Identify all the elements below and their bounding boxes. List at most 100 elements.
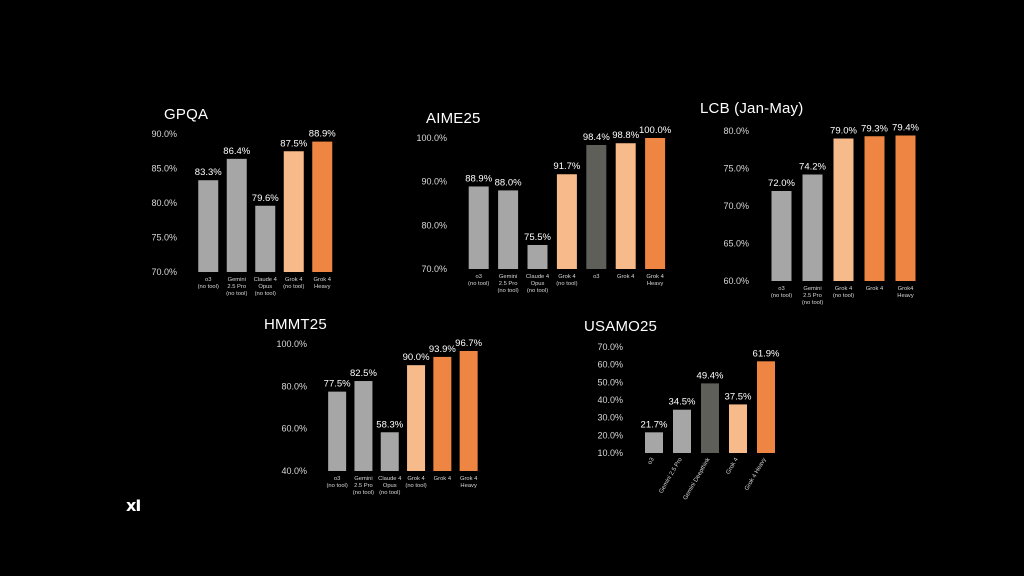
y-tick-label: 75.0% <box>151 233 177 243</box>
bar <box>198 180 219 272</box>
category-label: Grok 4 Heavy <box>744 457 768 492</box>
category-label: Gemini 2.5 Pro (no tool) <box>802 286 823 306</box>
category-label: o3 <box>647 456 656 465</box>
data-label: 88.0% <box>495 177 522 188</box>
data-label: 61.9% <box>753 348 780 359</box>
y-tick-label: 60.0% <box>281 424 307 434</box>
data-label: 90.0% <box>403 352 430 363</box>
data-label: 96.7% <box>455 338 482 349</box>
bar <box>407 365 426 471</box>
bar <box>771 191 792 281</box>
category-label: Gemini 2.5 Pro (no tool) <box>353 476 374 496</box>
y-tick-label: 40.0% <box>597 395 623 405</box>
data-label: 79.0% <box>830 126 857 137</box>
y-tick-label: 65.0% <box>723 239 749 249</box>
category-label: o3 (no tool) <box>771 286 792 299</box>
category-label: Claude 4 Opus (no tool) <box>254 277 278 297</box>
bar <box>615 143 636 269</box>
category-label: Grok 4 Heavy <box>314 277 332 290</box>
y-tick-label: 40.0% <box>281 466 307 476</box>
bar <box>468 186 489 269</box>
y-tick-label: 20.0% <box>597 430 623 440</box>
bar <box>433 356 452 471</box>
y-tick-label: 100.0% <box>416 133 447 143</box>
data-label: 77.5% <box>324 379 351 390</box>
bar <box>802 174 823 281</box>
y-tick-label: 50.0% <box>597 377 623 387</box>
data-label: 34.5% <box>669 397 696 408</box>
data-label: 49.4% <box>697 370 724 381</box>
data-label: 37.5% <box>725 391 752 402</box>
data-label: 75.5% <box>524 232 551 243</box>
y-tick-label: 75.0% <box>723 164 749 174</box>
bar <box>283 151 304 272</box>
y-tick-label: 80.0% <box>723 126 749 136</box>
bar <box>328 391 347 471</box>
bar <box>354 381 373 471</box>
y-tick-label: 60.0% <box>597 360 623 370</box>
bar <box>645 432 663 453</box>
category-label: Grok 4 <box>434 476 452 482</box>
data-label: 88.9% <box>465 173 492 184</box>
y-tick-label: 70.0% <box>597 342 623 352</box>
xai-logo: xI <box>126 496 141 515</box>
category-label: Grok 4 <box>726 456 741 475</box>
y-tick-label: 80.0% <box>281 381 307 391</box>
category-label: Claude 4 Opus (no tool) <box>526 274 550 294</box>
bar <box>459 350 478 471</box>
bar <box>729 404 747 453</box>
data-label: 21.7% <box>641 419 668 430</box>
chart-title-gpqa: GPQA <box>164 106 209 123</box>
y-tick-label: 30.0% <box>597 413 623 423</box>
category-label: Gemini Deepthink <box>683 456 713 501</box>
chart-title-hmmt25: HMMT25 <box>264 316 327 333</box>
bar <box>556 174 577 269</box>
bar <box>380 432 399 471</box>
bar <box>312 141 333 272</box>
category-label: o3 (no tool) <box>327 476 348 489</box>
category-label: Grok 4 (no tool) <box>405 476 426 489</box>
category-label: Grok 4 Heavy <box>460 476 478 489</box>
category-label: Claude 4 Opus (no tool) <box>378 476 402 496</box>
data-label: 88.9% <box>309 129 336 140</box>
bar <box>645 138 666 269</box>
y-tick-label: 10.0% <box>597 448 623 458</box>
bar <box>255 205 276 272</box>
y-tick-label: 90.0% <box>421 177 447 187</box>
bar <box>701 383 719 453</box>
category-label: o3 <box>593 274 599 280</box>
chart-title-aime25: AIME25 <box>426 110 481 127</box>
data-label: 100.0% <box>639 125 672 136</box>
data-label: 87.5% <box>280 138 307 149</box>
data-label: 82.5% <box>350 368 377 379</box>
y-tick-label: 70.0% <box>151 267 177 277</box>
data-label: 79.3% <box>861 123 888 134</box>
category-label: Gemini 2.5 Pro <box>659 456 685 494</box>
data-label: 79.6% <box>252 193 279 204</box>
y-tick-label: 100.0% <box>276 339 307 349</box>
bar <box>527 244 548 269</box>
bar <box>833 138 854 281</box>
category-label: Gemini 2.5 Pro (no tool) <box>226 277 247 297</box>
data-label: 93.9% <box>429 344 456 355</box>
bar <box>226 158 247 272</box>
category-label: Grok4 Heavy <box>897 286 914 299</box>
data-label: 91.7% <box>553 161 580 172</box>
data-label: 98.8% <box>612 130 639 141</box>
chart-title-usamo25: USAMO25 <box>584 318 658 335</box>
category-label: o3 (no tool) <box>198 277 219 290</box>
bar <box>586 144 607 269</box>
bar <box>864 136 885 281</box>
y-tick-label: 90.0% <box>151 129 177 139</box>
data-label: 74.2% <box>799 162 826 173</box>
data-label: 83.3% <box>195 167 222 178</box>
category-label: Grok 4 (no tool) <box>556 274 577 287</box>
category-label: Grok 4 <box>866 286 884 292</box>
y-tick-label: 70.0% <box>723 201 749 211</box>
bar <box>895 135 916 281</box>
